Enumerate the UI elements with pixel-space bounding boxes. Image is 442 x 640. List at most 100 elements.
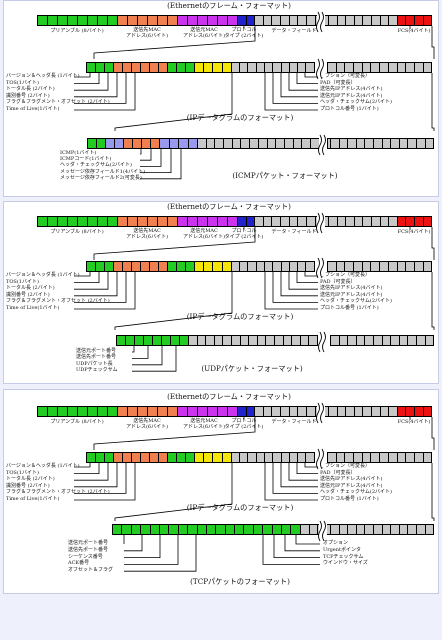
byte-cell xyxy=(118,16,128,25)
byte-cell xyxy=(123,453,132,462)
byte-cell xyxy=(289,217,299,226)
p1-ethernet-bar-right xyxy=(328,15,433,26)
byte-cell xyxy=(240,63,249,72)
byte-cell xyxy=(406,453,415,462)
p2-data-field-label: データ・フィールド xyxy=(271,229,317,235)
byte-cell xyxy=(222,262,232,271)
byte-cell xyxy=(195,262,205,271)
byte-cell xyxy=(397,407,407,416)
p3-tcp-left-label: ACK番号 xyxy=(68,560,90,567)
p1-icmp-bar-left xyxy=(87,138,337,149)
p2-ip-left-label: フラグ＆フラグメント・オフセット (2バイト) xyxy=(6,298,110,305)
byte-cell xyxy=(38,16,48,25)
p3-fcs-label: FCS(4バイト) xyxy=(397,419,431,425)
byte-cell xyxy=(238,407,247,416)
byte-cell xyxy=(222,453,232,462)
byte-cell xyxy=(141,262,150,271)
byte-cell xyxy=(113,525,123,534)
byte-cell xyxy=(365,139,374,148)
byte-cell xyxy=(298,407,308,416)
p2-ip-right-label: プロトコル番号 (1バイト) xyxy=(320,305,379,311)
byte-cell xyxy=(158,16,168,25)
byte-cell xyxy=(58,16,68,25)
byte-cell xyxy=(315,217,325,226)
p3-ip-left-label: Time of Live(1バイト) xyxy=(6,496,60,502)
byte-cell xyxy=(416,139,426,148)
byte-cell xyxy=(253,525,264,534)
p2-ethernet-bar-left xyxy=(37,216,334,227)
p1-preamble-label: プリアンブル (8バイト) xyxy=(50,28,104,34)
byte-cell xyxy=(186,453,195,462)
p2-ip-left-label: Time of Live(1バイト) xyxy=(6,305,60,311)
byte-cell xyxy=(108,16,118,25)
byte-cell xyxy=(339,336,349,345)
byte-cell xyxy=(329,407,338,416)
p1-icmp-label: ヘッダ・チェックサム(2バイト) xyxy=(60,162,132,169)
byte-cell xyxy=(240,336,250,345)
byte-cell xyxy=(365,525,374,534)
byte-cell xyxy=(300,525,310,534)
p2-ethernet-title: (Ethernetのフレーム・フォーマット) xyxy=(167,202,291,211)
byte-cell xyxy=(48,217,58,226)
p3-ethernet-bar-left xyxy=(37,406,334,417)
byte-cell xyxy=(188,407,198,416)
byte-cell xyxy=(298,217,308,226)
byte-cell xyxy=(423,262,433,271)
byte-cell xyxy=(336,63,346,72)
byte-cell xyxy=(141,63,150,72)
byte-cell xyxy=(425,139,435,148)
byte-cell xyxy=(248,262,257,271)
byte-cell xyxy=(397,16,407,25)
p1-icmp-bar-right xyxy=(330,138,435,149)
p2-dst-mac-label-2: アドレス(6バイト) xyxy=(125,234,169,240)
p2-udp-label: 送信元ポート番号 xyxy=(76,348,117,354)
byte-cell xyxy=(309,336,318,345)
byte-cell xyxy=(298,453,307,462)
p3-protocol-label-2: タイプ (2バイト) xyxy=(224,424,264,430)
byte-cell xyxy=(168,217,178,226)
byte-cell xyxy=(108,217,118,226)
byte-cell xyxy=(307,16,316,25)
byte-cell xyxy=(302,139,311,148)
byte-cell xyxy=(96,262,105,271)
byte-cell xyxy=(263,525,273,534)
p3-tcp-left-label: 送信元ポート番号 xyxy=(68,540,109,546)
byte-cell xyxy=(264,262,274,271)
byte-cell xyxy=(354,16,364,25)
p1-ip-left-label: Time of Live(1バイト) xyxy=(6,106,60,112)
byte-cell xyxy=(178,407,188,416)
byte-cell xyxy=(208,217,218,226)
byte-cell xyxy=(371,217,381,226)
p3-ip-right-label: オプション（可変長） xyxy=(320,463,371,469)
byte-cell xyxy=(362,262,372,271)
p3-ip-right-label: 送信元IPアドレス(4バイト) xyxy=(320,482,383,489)
byte-cell xyxy=(291,525,301,534)
byte-cell xyxy=(231,453,241,462)
byte-cell xyxy=(329,217,338,226)
byte-cell xyxy=(371,453,381,462)
byte-cell xyxy=(423,407,433,416)
byte-cell xyxy=(141,525,151,534)
byte-cell xyxy=(289,407,299,416)
byte-cell xyxy=(416,525,426,534)
p2-udp-label: 送信先ポート番号 xyxy=(76,354,117,361)
byte-cell xyxy=(228,407,238,416)
byte-cell xyxy=(388,262,398,271)
byte-cell xyxy=(87,262,96,271)
byte-cell xyxy=(328,63,337,72)
p3-ip-bar-left xyxy=(86,452,315,463)
byte-cell xyxy=(115,139,124,148)
p2-udp-bar-right xyxy=(330,335,435,346)
p3-tcp-title: (TCPパケットのフォーマット) xyxy=(190,577,290,586)
byte-cell xyxy=(106,139,115,148)
byte-cell xyxy=(255,16,264,25)
p3-ip-bar-right xyxy=(327,452,433,463)
byte-cell xyxy=(186,262,195,271)
byte-cell xyxy=(213,453,223,462)
byte-cell xyxy=(168,63,177,72)
byte-cell xyxy=(195,453,205,462)
byte-cell xyxy=(141,453,150,462)
byte-cell xyxy=(274,336,284,345)
byte-cell xyxy=(315,407,325,416)
byte-cell xyxy=(228,217,238,226)
